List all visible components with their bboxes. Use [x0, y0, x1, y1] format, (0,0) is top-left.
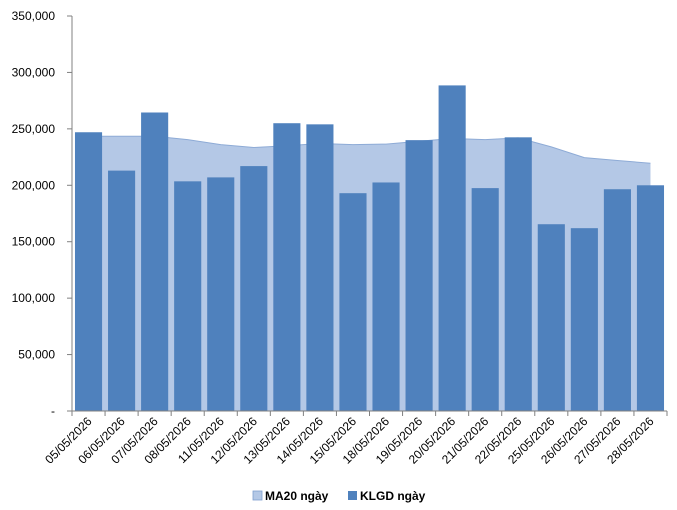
- legend-swatch-ma20: [252, 490, 263, 501]
- y-tick-label: 350,000: [12, 9, 56, 23]
- y-tick-label: 50,000: [18, 348, 55, 362]
- legend-label-klgd: KLGD ngày: [360, 489, 426, 503]
- volume-bar: [74, 132, 103, 411]
- ma20-line: [88, 135, 651, 164]
- volume-bar: [141, 112, 169, 411]
- volume-bar: [405, 140, 433, 411]
- y-tick-label: 150,000: [12, 235, 56, 249]
- legend-swatch-klgd: [348, 491, 357, 500]
- legend-label-ma20: MA20 ngày: [265, 489, 329, 503]
- volume-bar: [174, 181, 202, 411]
- volume-bar: [537, 224, 565, 411]
- volume-bar: [603, 189, 631, 411]
- volume-bar: [636, 185, 665, 411]
- y-axis-labels: - 50,000 100,000 150,000 200,000 250,000 300,0…: [12, 9, 56, 418]
- volume-bar: [438, 85, 466, 412]
- volume-bar: [306, 124, 334, 411]
- axis-layer: [67, 15, 668, 416]
- volume-bar: [339, 193, 367, 411]
- y-tick-label: 100,000: [12, 291, 56, 305]
- y-tick-label: -: [51, 404, 55, 418]
- volume-bar: [504, 137, 532, 412]
- volume-bar: [108, 170, 136, 411]
- volume-bar: [372, 182, 400, 411]
- volume-bar: [240, 166, 268, 411]
- y-tick-label: 200,000: [12, 178, 56, 192]
- x-axis-labels: 05/05/202606/05/202607/05/202608/05/2026…: [42, 414, 657, 467]
- ma20-area-layer: [88, 135, 651, 411]
- legend: MA20 ngày KLGD ngày: [252, 489, 426, 503]
- volume-bar: [570, 228, 598, 411]
- volume-bar-layer: [74, 85, 665, 412]
- volume-bar: [207, 177, 235, 411]
- volume-bar: [471, 188, 499, 411]
- y-tick-label: 250,000: [12, 122, 56, 136]
- volume-bar: [273, 123, 301, 411]
- y-tick-label: 300,000: [12, 65, 56, 79]
- ma20-area: [88, 136, 651, 411]
